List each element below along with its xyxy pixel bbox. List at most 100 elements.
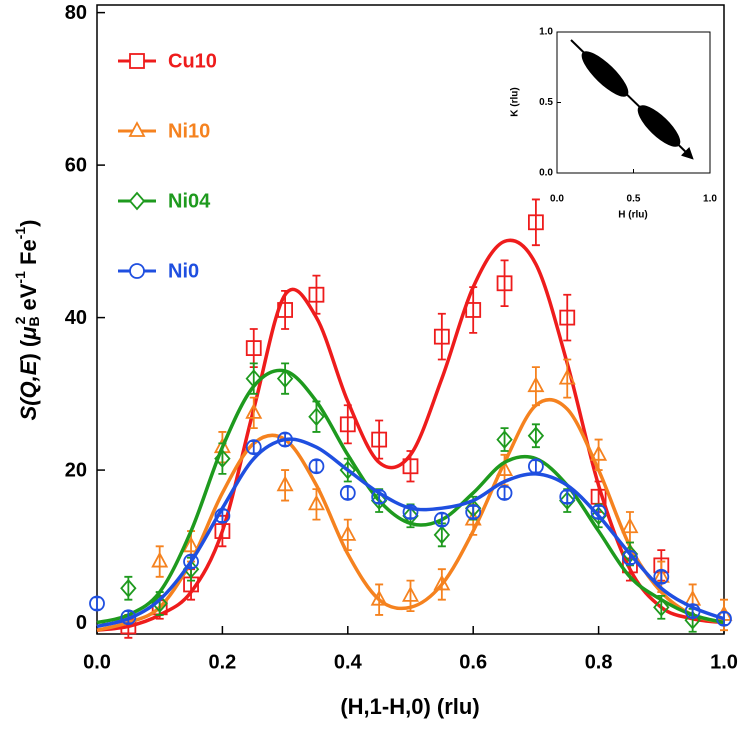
marker [653, 568, 670, 585]
marker [527, 376, 545, 393]
x-tick-label: 1.0 [710, 651, 738, 673]
error-bar [531, 198, 540, 247]
y-tick-label: 60 [65, 154, 87, 176]
marker [559, 309, 576, 326]
error-bar [281, 469, 290, 502]
marker [214, 523, 231, 539]
marker [277, 302, 294, 318]
marker [276, 369, 294, 388]
error-bar [249, 328, 258, 369]
error-bar [375, 419, 384, 460]
marker [339, 416, 356, 433]
y-tick-label: 80 [65, 2, 87, 24]
marker [653, 597, 670, 617]
error-bar [312, 459, 321, 474]
legend-label: Ni10 [168, 120, 210, 142]
marker [402, 506, 419, 526]
marker [559, 491, 576, 510]
marker [89, 595, 105, 612]
marker [528, 214, 544, 231]
y-tick-label: 0 [76, 612, 87, 634]
marker [276, 475, 294, 492]
marker [590, 444, 608, 461]
error-bar [531, 459, 540, 474]
error-bar [500, 259, 509, 308]
marker [277, 431, 294, 448]
marker [370, 491, 388, 510]
inset-x-tick-label: 0.0 [550, 194, 564, 205]
marker [371, 488, 388, 505]
marker [182, 536, 200, 553]
error-bar [312, 400, 321, 433]
marker [496, 460, 514, 476]
error-bar [249, 396, 258, 430]
x-tick-label: 0.0 [83, 651, 111, 673]
inset-x-tick-label: 1.0 [703, 194, 717, 205]
error-bar [249, 362, 258, 395]
x-tick-label: 0.4 [334, 651, 363, 673]
marker [621, 517, 639, 534]
marker [402, 504, 419, 520]
error-bar [563, 293, 572, 342]
error-bar [312, 488, 321, 521]
inset-y-tick-label: 1.0 [539, 27, 553, 38]
error-bar [218, 442, 227, 475]
error-bar [93, 596, 101, 611]
error-bar [563, 358, 572, 399]
marker [371, 431, 388, 448]
plot-frame [96, 4, 725, 635]
marker [684, 610, 701, 630]
marker [590, 504, 607, 520]
marker [339, 485, 356, 501]
x-tick-label: 0.2 [208, 651, 236, 673]
error-bar [343, 404, 352, 445]
marker [214, 507, 231, 524]
error-bar [469, 286, 478, 334]
marker [370, 589, 388, 606]
marker [214, 449, 231, 469]
marker [465, 504, 482, 520]
marker [716, 610, 732, 627]
inset-x-label: H (rlu) [618, 210, 647, 221]
error-bar [500, 485, 509, 500]
marker [527, 426, 545, 446]
marker [307, 494, 325, 511]
marker [339, 524, 357, 541]
marker [120, 578, 137, 598]
marker [433, 574, 451, 591]
y-tick-label: 40 [65, 307, 87, 329]
marker [684, 603, 701, 620]
marker [496, 485, 513, 501]
legend-label: Ni04 [168, 190, 211, 212]
y-tick-label: 20 [65, 459, 87, 481]
marker [433, 525, 451, 545]
marker [401, 585, 420, 602]
marker [558, 368, 576, 385]
error-bar [594, 438, 603, 471]
marker [308, 458, 325, 475]
error-bar [281, 290, 290, 330]
error-bar [375, 583, 384, 616]
inset-lobe [581, 51, 629, 97]
error-bar [437, 312, 446, 361]
marker [245, 439, 262, 456]
x-tick-label: 0.8 [585, 651, 613, 673]
marker [120, 609, 137, 626]
error-bar [531, 366, 540, 407]
marker [433, 511, 450, 528]
marker [559, 488, 576, 505]
legend-marker [128, 191, 146, 211]
legend-label: Cu10 [168, 50, 217, 72]
error-bar [406, 450, 415, 483]
fit-curve [96, 397, 725, 632]
marker [622, 549, 638, 566]
legend-marker [129, 53, 145, 69]
error-bar [343, 485, 352, 500]
error-bar [155, 545, 164, 578]
marker [151, 594, 168, 613]
legend-label: Ni0 [168, 260, 199, 282]
legend-marker [128, 121, 146, 137]
marker [308, 407, 325, 427]
